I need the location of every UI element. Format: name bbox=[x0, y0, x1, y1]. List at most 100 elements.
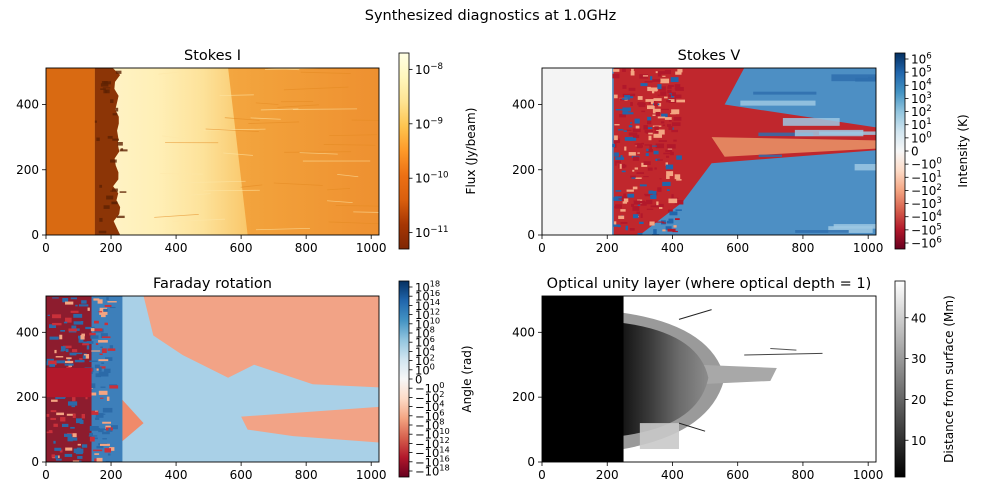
colorbar-tick-label: 10 bbox=[911, 434, 926, 448]
heatmap-streak bbox=[828, 226, 873, 233]
heatmap-speck bbox=[89, 432, 93, 437]
heatmap-speck bbox=[643, 176, 649, 178]
x-tick-label: 600 bbox=[726, 468, 749, 482]
heatmap-speck bbox=[110, 99, 114, 104]
heatmap-speck bbox=[662, 181, 671, 187]
heatmap-speck bbox=[99, 310, 108, 315]
heatmap-speck bbox=[671, 92, 676, 97]
colorbar-label: Intensity (K) bbox=[956, 114, 970, 187]
heatmap-speck bbox=[652, 234, 660, 235]
heatmap-speck bbox=[95, 417, 100, 420]
heatmap-speck bbox=[631, 177, 636, 179]
heatmap-speck bbox=[650, 76, 653, 81]
heatmap-region bbox=[542, 296, 624, 462]
heatmap-speck bbox=[643, 125, 648, 130]
heatmap-speck bbox=[112, 113, 118, 116]
heatmap-speck bbox=[659, 86, 666, 91]
heatmap-region bbox=[46, 68, 95, 235]
heatmap-speck bbox=[59, 449, 63, 453]
heatmap-speck bbox=[632, 186, 638, 190]
heatmap-speck bbox=[83, 341, 92, 344]
x-tick-label: 800 bbox=[791, 468, 814, 482]
heatmap-speck bbox=[101, 362, 105, 364]
heatmap-speck bbox=[61, 423, 69, 428]
x-tick-label: 800 bbox=[295, 241, 318, 255]
heatmap-speck bbox=[653, 102, 658, 106]
heatmap-region bbox=[112, 68, 248, 235]
heatmap-speck bbox=[640, 213, 643, 218]
heatmap-speck bbox=[632, 134, 640, 139]
heatmap-speck bbox=[98, 230, 107, 234]
heatmap-speck bbox=[82, 343, 90, 346]
heatmap-speck bbox=[615, 109, 623, 111]
heatmap-speck bbox=[628, 125, 633, 128]
heatmap-speck bbox=[98, 371, 109, 377]
heatmap-speck bbox=[90, 328, 95, 332]
heatmap-speck bbox=[73, 448, 84, 454]
x-tick-label: 0 bbox=[538, 468, 546, 482]
heatmap-speck bbox=[615, 190, 622, 192]
heatmap-speck bbox=[620, 209, 626, 212]
heatmap-streak bbox=[292, 108, 358, 110]
heatmap-speck bbox=[614, 160, 621, 164]
heatmap-speck bbox=[648, 131, 653, 135]
heatmap-speck bbox=[664, 96, 668, 99]
colorbar-tick-label: −105 bbox=[911, 222, 942, 237]
heatmap-speck bbox=[51, 399, 58, 402]
heatmap-speck bbox=[92, 328, 103, 332]
heatmap-speck bbox=[668, 125, 673, 130]
heatmap-speck bbox=[54, 349, 57, 354]
heatmap-speck bbox=[663, 152, 671, 155]
heatmap-speck bbox=[80, 334, 85, 340]
colorbar-tick-label: −104 bbox=[415, 398, 445, 414]
heatmap-speck bbox=[94, 364, 100, 369]
heatmap-speck bbox=[661, 108, 669, 111]
heatmap-speck bbox=[657, 71, 662, 77]
heatmap-region bbox=[143, 296, 379, 388]
heatmap-speck bbox=[91, 410, 99, 415]
heatmap-speck bbox=[622, 68, 626, 72]
heatmap-speck bbox=[630, 102, 633, 106]
colorbar-tick-label: 104 bbox=[415, 343, 435, 359]
heatmap-speck bbox=[72, 437, 78, 441]
heatmap-speck bbox=[71, 325, 77, 330]
heatmap-speck bbox=[670, 77, 679, 83]
heatmap-speck bbox=[626, 129, 632, 131]
colorbar-tick-label: 10−9 bbox=[415, 116, 443, 131]
heatmap-speck bbox=[664, 117, 672, 120]
heatmap-speck bbox=[632, 214, 639, 219]
heatmap-speck bbox=[666, 144, 676, 149]
heatmap-speck bbox=[49, 336, 59, 340]
heatmap-speck bbox=[671, 212, 674, 215]
heatmap-speck bbox=[61, 346, 66, 351]
heatmap-speck bbox=[665, 226, 672, 230]
heatmap-speck bbox=[69, 352, 77, 356]
heatmap-speck bbox=[110, 190, 113, 192]
heatmap-speck bbox=[631, 203, 635, 207]
heatmap-speck bbox=[662, 229, 666, 232]
heatmap-speck bbox=[645, 153, 649, 157]
heatmap-speck bbox=[83, 354, 90, 359]
heatmap-speck bbox=[637, 200, 646, 204]
heatmap-speck bbox=[624, 112, 634, 115]
heatmap-speck bbox=[65, 348, 69, 353]
heatmap-speck bbox=[613, 224, 621, 227]
heatmap-speck bbox=[104, 448, 112, 453]
colorbar-tick-label: −1010 bbox=[415, 426, 450, 442]
colorbar-tick-label: 10−10 bbox=[415, 171, 448, 186]
heatmap-speck bbox=[72, 433, 77, 438]
heatmap-speck bbox=[627, 193, 635, 198]
x-tick-label: 200 bbox=[596, 241, 619, 255]
heatmap-speck bbox=[98, 340, 108, 343]
heatmap-speck bbox=[667, 84, 674, 87]
heatmap-streak bbox=[154, 213, 199, 218]
heatmap-speck bbox=[632, 128, 641, 133]
axes-1: Stokes V 0 200 400 600 800 1000 0 200 400 bbox=[512, 48, 883, 255]
heatmap-speck bbox=[93, 298, 100, 301]
heatmap-speck bbox=[106, 396, 110, 401]
heatmap-speck bbox=[73, 352, 83, 355]
colorbar-2: 101810161014101210101081061041021000−100… bbox=[398, 279, 474, 479]
heatmap-speck bbox=[63, 321, 68, 324]
heatmap-speck bbox=[667, 228, 676, 232]
colorbar-tick-label: −1018 bbox=[415, 463, 450, 479]
